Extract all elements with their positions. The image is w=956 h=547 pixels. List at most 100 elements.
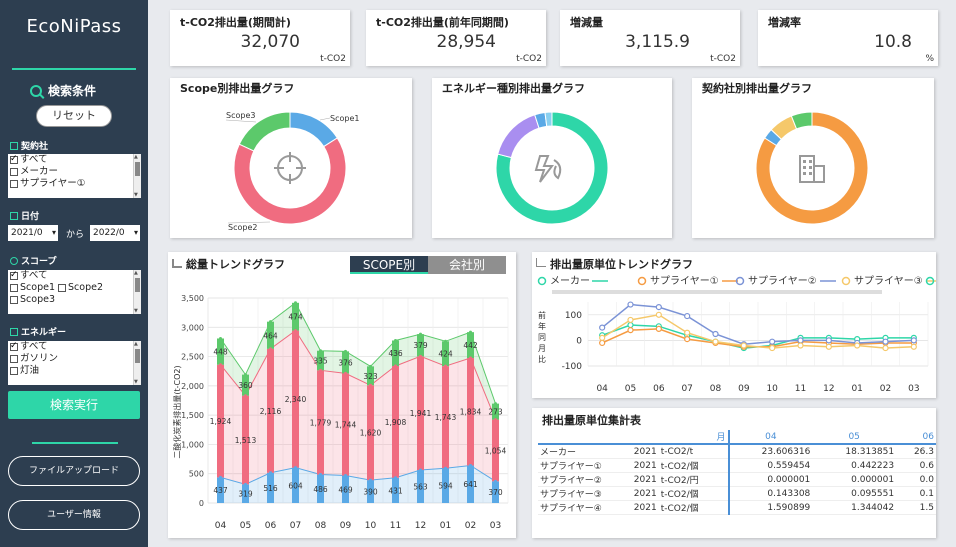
contractor-option-all[interactable]: すべて xyxy=(8,153,141,166)
bar-scope2[interactable] xyxy=(442,366,449,469)
contractor-option-maker[interactable]: メーカー xyxy=(8,166,141,178)
energy-listbox[interactable]: すべて ガソリン 灯油 xyxy=(8,340,141,385)
bar-scope2[interactable] xyxy=(467,358,474,466)
checkbox[interactable] xyxy=(10,153,18,165)
data-point[interactable] xyxy=(769,344,776,352)
bar-scope1[interactable] xyxy=(317,474,324,503)
data-point[interactable] xyxy=(599,324,606,331)
bar-scope1[interactable] xyxy=(417,470,424,503)
bar-scope3[interactable] xyxy=(317,350,324,371)
bar-scope1[interactable] xyxy=(492,481,499,503)
data-point[interactable] xyxy=(599,334,606,341)
data-point[interactable] xyxy=(910,337,917,344)
contractor-option-supplier1[interactable]: サプライヤー① xyxy=(8,178,141,190)
data-point[interactable] xyxy=(655,311,662,318)
checkbox[interactable] xyxy=(10,340,18,352)
bar-scope1[interactable] xyxy=(442,468,449,503)
bar-scope1[interactable] xyxy=(217,477,224,503)
tab-scope[interactable]: SCOPE別 xyxy=(350,256,428,274)
data-point[interactable] xyxy=(882,338,889,345)
bar-scope3[interactable] xyxy=(492,403,499,420)
checkbox[interactable] xyxy=(10,355,18,363)
donut-slice-scope3[interactable] xyxy=(238,111,291,152)
donut-slice[interactable] xyxy=(755,111,869,225)
bar-scope2[interactable] xyxy=(242,395,249,485)
data-point[interactable] xyxy=(797,337,804,344)
reset-button[interactable]: リセット xyxy=(36,105,112,127)
data-point[interactable] xyxy=(655,304,662,311)
bar-scope3[interactable] xyxy=(392,340,399,367)
energy-option-gasoline[interactable]: ガソリン xyxy=(8,353,141,365)
bar-scope2[interactable] xyxy=(342,373,349,476)
data-point[interactable] xyxy=(825,343,832,350)
scope-option-all[interactable]: すべて xyxy=(8,269,141,282)
data-point[interactable] xyxy=(854,342,861,349)
bar-scope1[interactable] xyxy=(367,480,374,503)
data-point[interactable] xyxy=(627,327,634,334)
bar-scope2[interactable] xyxy=(267,348,274,473)
scope-scrollbar[interactable] xyxy=(133,270,141,314)
scope-listbox[interactable]: すべて Scope1 Scope2 Scope3 xyxy=(8,269,141,314)
donut-slice[interactable] xyxy=(790,111,813,130)
bar-scope1[interactable] xyxy=(267,472,274,503)
bar-scope2[interactable] xyxy=(392,366,399,478)
bar-scope3[interactable] xyxy=(442,341,449,367)
checkbox[interactable] xyxy=(10,269,18,281)
bar-scope2[interactable] xyxy=(317,370,324,475)
scope-option-scope3[interactable]: Scope3 xyxy=(8,294,141,306)
bar-scope3[interactable] xyxy=(292,302,299,331)
checkbox[interactable] xyxy=(10,367,18,375)
bar-scope2[interactable] xyxy=(292,330,299,468)
bar-scope1[interactable] xyxy=(392,477,399,503)
checkbox[interactable] xyxy=(10,284,18,292)
bar-scope1[interactable] xyxy=(292,467,299,503)
data-point[interactable] xyxy=(712,330,719,338)
data-point[interactable] xyxy=(769,338,776,345)
data-point[interactable] xyxy=(882,344,889,352)
bar-scope3[interactable] xyxy=(267,321,274,349)
bar-scope2[interactable] xyxy=(217,364,224,478)
checkbox[interactable] xyxy=(10,180,18,188)
bar-scope1[interactable] xyxy=(467,465,474,503)
data-point[interactable] xyxy=(712,338,719,345)
bar-scope3[interactable] xyxy=(417,334,424,357)
donut-slice-scope2[interactable] xyxy=(233,137,347,225)
energy-option-all[interactable]: すべて xyxy=(8,340,141,353)
contractor-listbox[interactable]: すべて メーカー サプライヤー① xyxy=(8,153,141,198)
data-point[interactable] xyxy=(599,339,606,347)
data-point[interactable] xyxy=(627,321,634,329)
data-point[interactable] xyxy=(655,325,662,332)
data-point[interactable] xyxy=(684,336,691,343)
bar-scope3[interactable] xyxy=(367,366,374,386)
contractor-scrollbar[interactable] xyxy=(133,154,141,198)
tab-company[interactable]: 会社別 xyxy=(428,256,506,274)
scope-option-scope1-2[interactable]: Scope1 Scope2 xyxy=(8,282,141,294)
bar-scope1[interactable] xyxy=(342,475,349,503)
bar-scope2[interactable] xyxy=(417,356,424,471)
bar-scope3[interactable] xyxy=(467,332,474,359)
file-upload-button[interactable]: ファイルアップロード xyxy=(8,456,140,486)
bar-scope3[interactable] xyxy=(217,338,224,365)
checkbox[interactable] xyxy=(10,168,18,176)
data-point[interactable] xyxy=(910,343,917,350)
data-point[interactable] xyxy=(627,316,634,324)
bar-scope2[interactable] xyxy=(367,385,374,481)
data-point[interactable] xyxy=(825,337,832,344)
bar-scope1[interactable] xyxy=(242,484,249,503)
bar-scope3[interactable] xyxy=(342,351,349,374)
user-info-button[interactable]: ユーザー情報 xyxy=(8,500,140,530)
date-from-select[interactable]: 2021/0 ▾ xyxy=(8,225,58,241)
data-point[interactable] xyxy=(797,342,804,349)
data-point[interactable] xyxy=(684,329,691,336)
energy-option-kerosene[interactable]: 灯油 xyxy=(8,365,141,377)
execute-search-button[interactable]: 検索実行 xyxy=(8,391,140,419)
data-point[interactable] xyxy=(684,312,691,320)
legend-scrollbar[interactable] xyxy=(552,290,882,294)
donut-slice[interactable] xyxy=(544,111,553,127)
donut-slice[interactable] xyxy=(495,111,609,225)
data-point[interactable] xyxy=(627,301,634,308)
data-point[interactable] xyxy=(740,342,747,349)
bar-scope3[interactable] xyxy=(242,374,249,396)
energy-scrollbar[interactable] xyxy=(133,341,141,385)
donut-slice[interactable] xyxy=(497,114,540,159)
